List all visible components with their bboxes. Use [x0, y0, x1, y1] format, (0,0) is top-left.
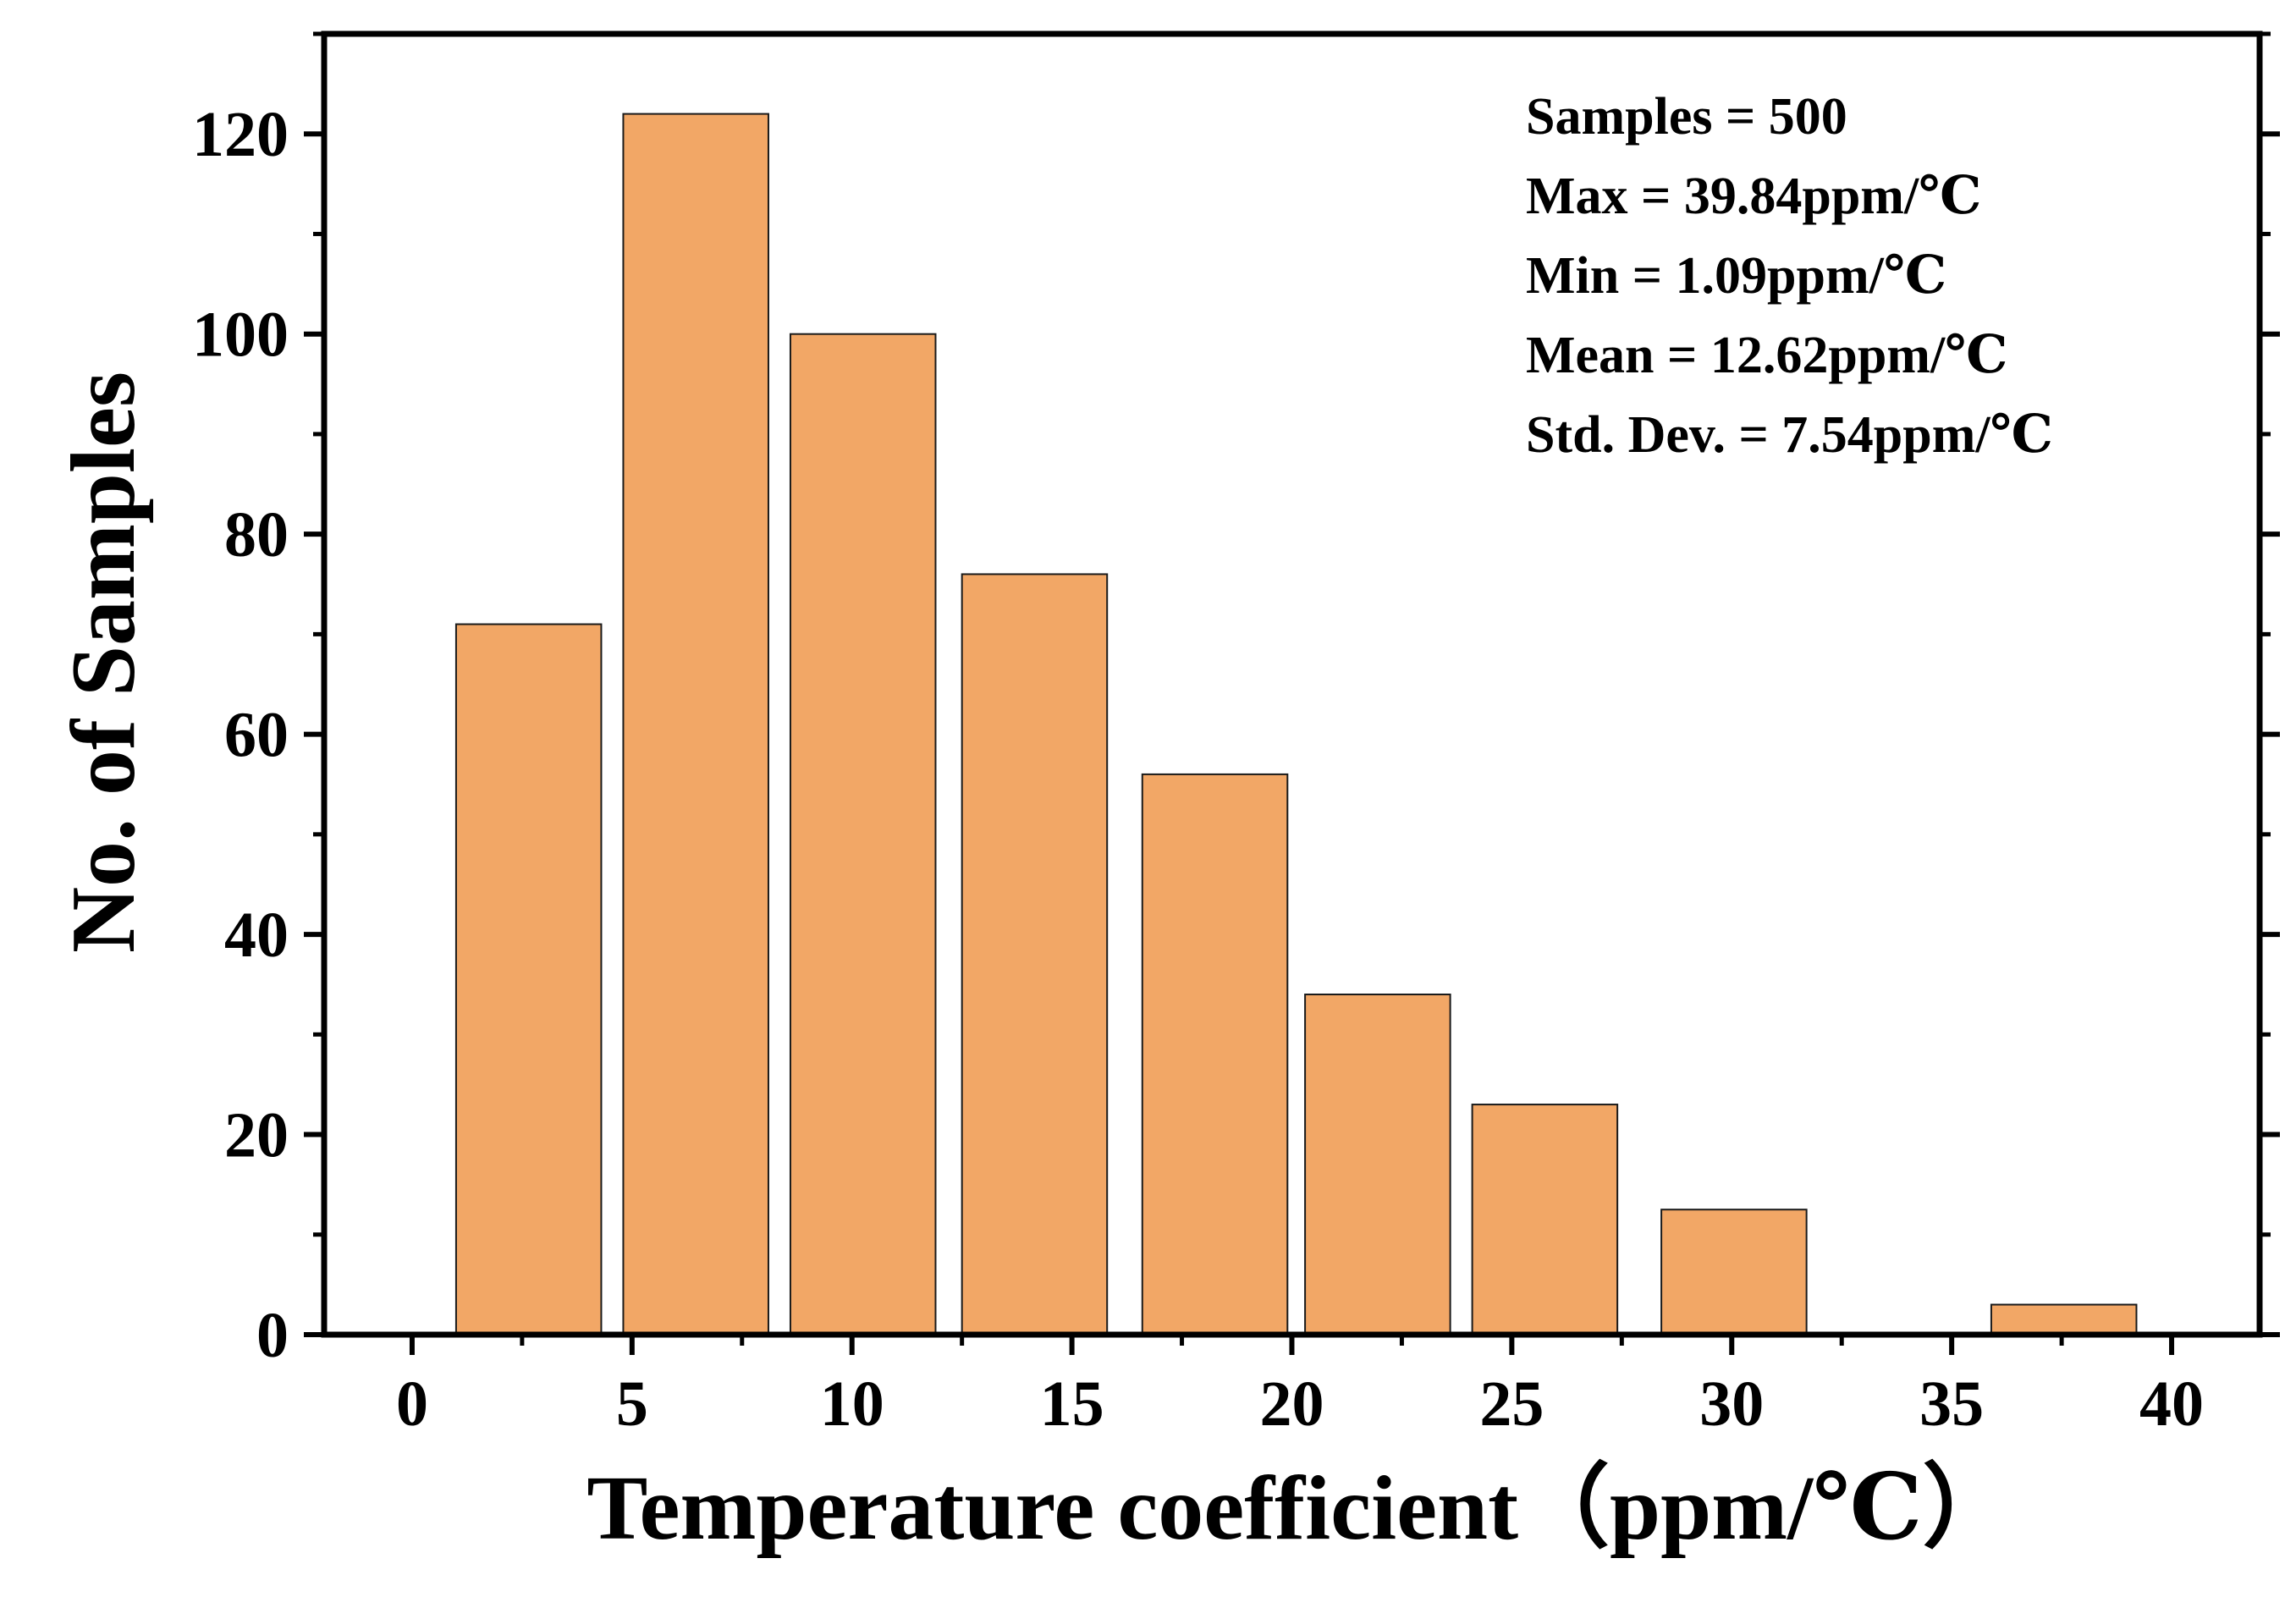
bar-8: [1990, 1303, 2138, 1335]
bar-1: [622, 113, 769, 1336]
statistics-annotation: Samples = 500 Max = 39.84ppm/℃ Min = 1.09p…: [1526, 88, 2053, 464]
y-tick-label: 60: [224, 700, 289, 771]
bar-7: [1660, 1209, 1808, 1336]
x-tick-label: 30: [1699, 1368, 1764, 1440]
x-axis-title: Temperature coefficient（ppm/℃）: [586, 1458, 2013, 1559]
x-tick-label: 15: [1040, 1368, 1104, 1440]
bar-4: [1141, 773, 1289, 1335]
x-tick-label: 5: [616, 1368, 648, 1440]
bars-layer: [454, 113, 2138, 1336]
stats-line-1: Max = 39.84ppm/℃: [1526, 168, 1981, 225]
y-axis-title: No. of Samples: [53, 372, 154, 953]
x-tick-label: 35: [1919, 1368, 1984, 1440]
plot-frame: [321, 30, 2263, 1338]
bar-5: [1304, 994, 1451, 1335]
x-tick-label: 25: [1479, 1368, 1544, 1440]
y-tick-label: 100: [192, 300, 289, 371]
y-tick-label: 20: [224, 1100, 289, 1171]
x-tick-label: 20: [1260, 1368, 1324, 1440]
y-tick-label: 80: [224, 499, 289, 570]
y-tick-label: 0: [256, 1300, 289, 1371]
ticks-layer: 0 20 40 60 80 100 120 0 5 10 15 20 25 30 35 40: [192, 31, 2280, 1440]
x-tick-label: 0: [396, 1368, 428, 1440]
x-tick-label: 10: [820, 1368, 884, 1440]
bar-3: [961, 573, 1109, 1335]
stats-line-4: Std. Dev. = 7.54ppm/℃: [1526, 406, 2053, 464]
bar-6: [1471, 1104, 1619, 1335]
x-tick-label: 40: [2139, 1368, 2204, 1440]
stats-line-3: Mean = 12.62ppm/℃: [1526, 327, 2007, 384]
bar-0: [454, 623, 603, 1335]
stats-line-0: Samples = 500: [1526, 88, 1847, 146]
y-tick-label: 40: [224, 900, 289, 971]
y-tick-label: 120: [192, 99, 289, 170]
stats-line-2: Min = 1.09ppm/℃: [1526, 247, 1946, 305]
bar-2: [789, 333, 937, 1336]
